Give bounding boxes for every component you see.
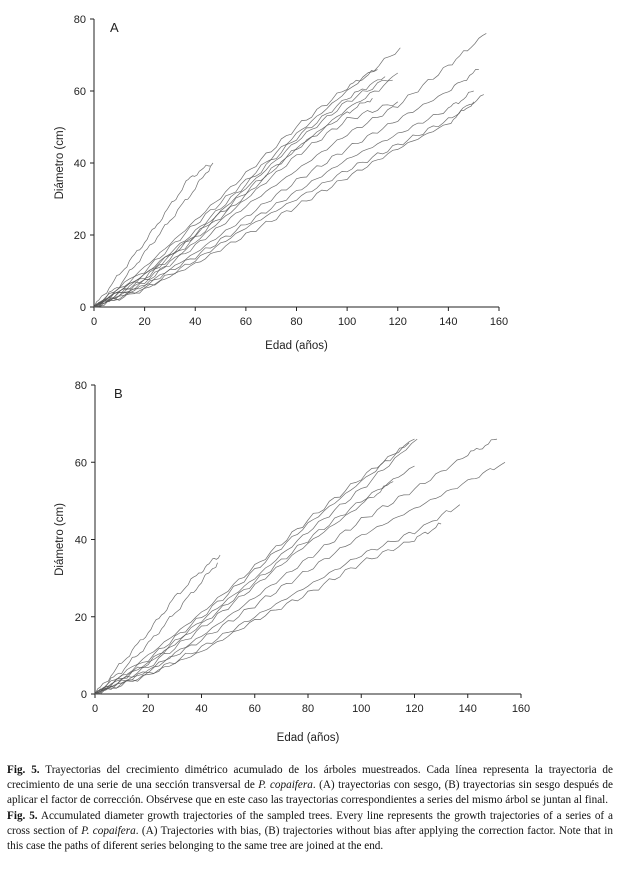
panel-b-x-tick-label: 40 <box>195 703 207 715</box>
panel-b-x-tick-label: 80 <box>302 703 314 715</box>
panel-a-x-tick-label: 160 <box>490 316 508 328</box>
panel-b-y-tick-label: 40 <box>75 535 87 547</box>
panel-a-y-tick-label: 80 <box>74 14 86 26</box>
panel-a-x-tick-label: 140 <box>439 316 457 328</box>
caption-es-fig-label: Fig. 5. <box>7 764 40 776</box>
panel-b-trajectory <box>94 465 415 695</box>
panel-b-trajectory <box>94 442 410 695</box>
panel-b-y-tick-label: 20 <box>75 612 87 624</box>
panel-b-y-tick-label: 0 <box>81 689 87 701</box>
panel-a-label: A <box>110 20 119 35</box>
panel-a-x-axis-title: Edad (años) <box>265 340 328 352</box>
panel-a-x-tick-label: 120 <box>389 316 407 328</box>
panel-b-x-tick-label: 0 <box>92 703 98 715</box>
panel-a-trajectory <box>93 68 479 308</box>
panel-b-trajectory <box>94 481 394 695</box>
panel-a-y-tick-label: 20 <box>74 230 86 242</box>
figure-5: 0 20 40 60 80 100 120 140 160 0 20 40 60 80 Edad (años… <box>54 14 530 744</box>
panel-b-x-tick-label: 60 <box>249 703 261 715</box>
panel-a-x-tick-label: 20 <box>139 316 151 328</box>
panel-a-trajectory <box>93 101 475 308</box>
panel-a-chart: 0 20 40 60 80 100 120 140 160 0 20 40 60 80 Edad (años… <box>54 14 508 352</box>
panel-a-x-tick-label: 60 <box>240 316 252 328</box>
panel-b-x-tick-label: 20 <box>142 703 154 715</box>
panel-a-trajectory <box>93 162 214 308</box>
panel-b-y-tick-label: 80 <box>75 380 87 392</box>
panel-a-trajectory <box>93 47 401 308</box>
panel-a-trajectory <box>93 101 399 308</box>
panel-b-trajectory <box>94 438 418 695</box>
panel-a-trajectory <box>93 98 373 308</box>
caption-english: Fig. 5. Accumulated diameter growth traj… <box>7 809 613 855</box>
panel-a-trajectory <box>93 69 378 308</box>
panel-b-trajectory <box>94 554 221 695</box>
panel-b-trajectory <box>94 562 218 695</box>
panel-b-x-tick-label: 100 <box>352 703 370 715</box>
panel-a-trajectory <box>93 90 474 308</box>
panel-b-trajectory <box>94 522 442 695</box>
panel-a-x-tick-label: 80 <box>290 316 302 328</box>
panel-a-x-tick-label: 0 <box>91 316 97 328</box>
caption-es-species: P. copaifera <box>258 779 313 792</box>
panel-b-y-axis-title: Diámetro (cm) <box>54 503 66 576</box>
panel-a-trajectory <box>93 166 211 308</box>
panel-b-chart: 0 20 40 60 80 100 120 140 160 0 20 40 60 80 Edad (años… <box>54 380 530 744</box>
panel-b-x-tick-label: 140 <box>459 703 477 715</box>
caption-en-species: P. copaifera <box>81 824 136 837</box>
panel-b-trajectory <box>94 438 415 695</box>
caption-en-fig-label: Fig. 5. <box>7 809 38 822</box>
panel-a-trajectory <box>93 94 484 308</box>
panel-a-trajectory <box>93 76 386 308</box>
caption-spanish: Fig. 5. Trayectorias del crecimiento dim… <box>7 763 613 809</box>
caption-es-text-1: Trayectorias del crecimiento dimétrico a… <box>7 764 613 792</box>
panel-b-y-tick-label: 60 <box>75 457 87 469</box>
panel-a-x-tick-label: 40 <box>189 316 201 328</box>
panel-b-x-tick-label: 120 <box>405 703 423 715</box>
panel-a-y-axis-title: Diámetro (cm) <box>54 126 66 199</box>
panel-a-y-tick-label: 40 <box>74 158 86 170</box>
panel-b-trajectory <box>95 504 461 695</box>
panel-a-trajectory <box>93 33 487 308</box>
panel-a-x-tick-label: 100 <box>338 316 356 328</box>
panel-b-x-axis-title: Edad (años) <box>277 732 340 744</box>
panel-b-x-tick-label: 160 <box>512 703 530 715</box>
panel-a-trajectory <box>93 72 398 308</box>
panel-b-trajectory <box>94 462 506 695</box>
panel-a-y-tick-label: 0 <box>80 302 86 314</box>
caption-en-text-2: . (A) Trajectories with bias, (B) trajec… <box>7 824 613 853</box>
panel-a-trajectory <box>93 79 393 308</box>
figure-caption: Fig. 5. Trayectorias del crecimiento dim… <box>7 763 613 854</box>
panel-b-label: B <box>114 386 123 401</box>
caption-es-text-2: . (A) trayectorias con sesgo, (B) trayec… <box>7 779 613 807</box>
panel-a-y-tick-label: 60 <box>74 86 86 98</box>
caption-en-text-1: Accumulated diameter growth trajectories… <box>7 809 613 837</box>
